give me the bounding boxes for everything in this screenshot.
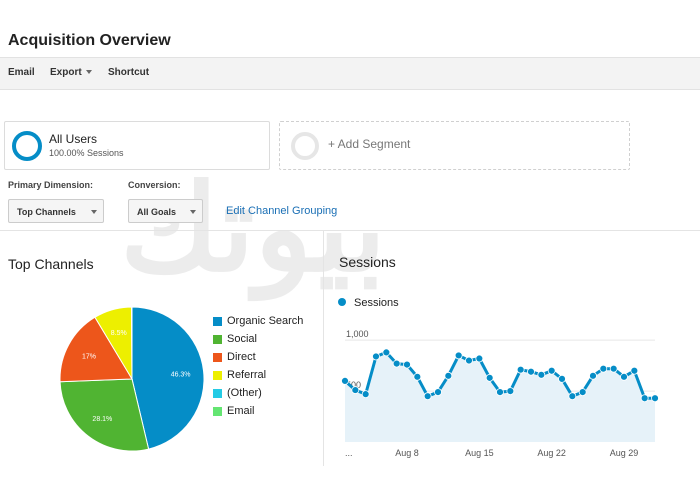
pie-data-label: 28.1% [92,416,112,423]
top-channels-legend: Organic Search Social Direct Referral (Other… [213,312,303,420]
segment-ring-icon [12,131,42,161]
add-segment-button[interactable]: + Add Segment [279,121,630,170]
shortcut-button[interactable]: Shortcut [108,67,150,78]
data-point[interactable] [599,364,608,373]
legend-label: Direct [227,351,256,363]
export-button[interactable]: Export [50,67,92,78]
legend-swatch [213,316,222,326]
data-point[interactable] [351,386,360,394]
chevron-down-icon [85,70,92,75]
legend-label: Organic Search [227,315,304,327]
add-segment-label: + Add Segment [328,137,411,151]
sessions-legend-dot [338,298,346,306]
pie-data-label: 17% [82,354,96,361]
data-point[interactable] [465,356,473,365]
data-point[interactable] [620,372,628,381]
toolbar: Email Export Shortcut [0,57,700,90]
legend-swatch [213,388,222,398]
data-point[interactable] [403,360,411,369]
data-point[interactable] [382,348,391,357]
segment-name: All Users [49,132,98,146]
legend-item[interactable]: Direct [213,348,303,366]
x-tick-label: ... [345,448,353,458]
primary-dimension-value: Top Channels [17,207,76,217]
data-point[interactable] [496,388,504,397]
legend-item[interactable]: (Other) [213,384,303,402]
data-point[interactable] [341,377,349,385]
data-point[interactable] [537,370,546,379]
data-point[interactable] [516,365,525,374]
data-point[interactable] [372,352,380,361]
legend-label: Email [227,405,255,417]
primary-dimension-dropdown[interactable]: Top Channels [8,199,104,223]
data-point[interactable] [578,388,587,397]
data-point[interactable] [475,354,484,363]
y-tick-label: 1,000 [346,329,369,339]
legend-swatch [213,406,222,416]
chevron-down-icon [91,210,97,214]
data-point[interactable] [527,367,535,376]
pie-data-label: 8.5% [111,330,127,337]
x-tick-label: Aug 29 [610,448,639,458]
empty-segment-ring-icon [291,132,319,160]
legend-swatch [213,352,222,362]
pie-slice[interactable] [59,378,150,452]
export-label: Export [50,67,82,78]
data-point[interactable] [609,364,618,373]
email-button[interactable]: Email [8,67,35,78]
pie-data-label: 46.3% [171,371,191,378]
data-point[interactable] [485,373,494,382]
y-tick-label: 500 [346,380,361,390]
section-divider [0,230,700,231]
segment-all-users[interactable]: All Users 100.00% Sessions [4,121,270,170]
sessions-title: Sessions [339,254,396,270]
pie-slice[interactable] [131,306,205,450]
chevron-down-icon [190,210,196,214]
data-point[interactable] [423,392,432,401]
data-point[interactable] [640,394,649,403]
legend-item[interactable]: Organic Search [213,312,303,330]
legend-item[interactable]: Referral [213,366,303,384]
segment-sessions-share: 100.00% Sessions [49,148,124,158]
legend-item[interactable]: Email [213,402,303,420]
legend-swatch [213,334,222,344]
x-tick-label: Aug 15 [465,448,494,458]
page-title: Acquisition Overview [8,32,171,49]
x-tick-label: Aug 8 [395,448,419,458]
data-point[interactable] [589,371,597,380]
sessions-area [345,352,655,442]
top-channels-pie-chart: 46.3% 28.1% 17% 8.5% [59,306,205,452]
data-point[interactable] [568,392,577,401]
top-channels-title: Top Channels [8,256,94,272]
conversion-value: All Goals [137,207,177,217]
legend-swatch [213,370,222,380]
sessions-line-chart: Sessions 500 1,000... Aug 8 Aug 15 Aug 22 Aug … [338,297,659,458]
data-point[interactable] [547,366,556,375]
panel-divider [323,231,324,466]
sessions-legend-label: Sessions [354,297,399,309]
data-point[interactable] [454,351,463,360]
data-point[interactable] [558,374,566,383]
data-point[interactable] [413,372,422,381]
data-point[interactable] [392,359,401,368]
data-point[interactable] [444,371,453,380]
primary-dimension-label: Primary Dimension: [8,180,94,190]
legend-label: Referral [227,369,267,381]
legend-label: (Other) [227,387,262,399]
data-point[interactable] [651,394,659,403]
conversion-label: Conversion: [128,180,181,190]
data-point[interactable] [506,387,515,395]
legend-label: Social [227,333,257,345]
conversion-dropdown[interactable]: All Goals [128,199,203,223]
pie-slice[interactable] [59,316,133,383]
legend-item[interactable]: Social [213,330,303,348]
data-point[interactable] [361,390,370,399]
data-point[interactable] [434,388,442,397]
data-point[interactable] [630,366,639,375]
edit-channel-grouping-link[interactable]: Edit Channel Grouping [226,205,338,217]
x-tick-label: Aug 22 [537,448,566,458]
